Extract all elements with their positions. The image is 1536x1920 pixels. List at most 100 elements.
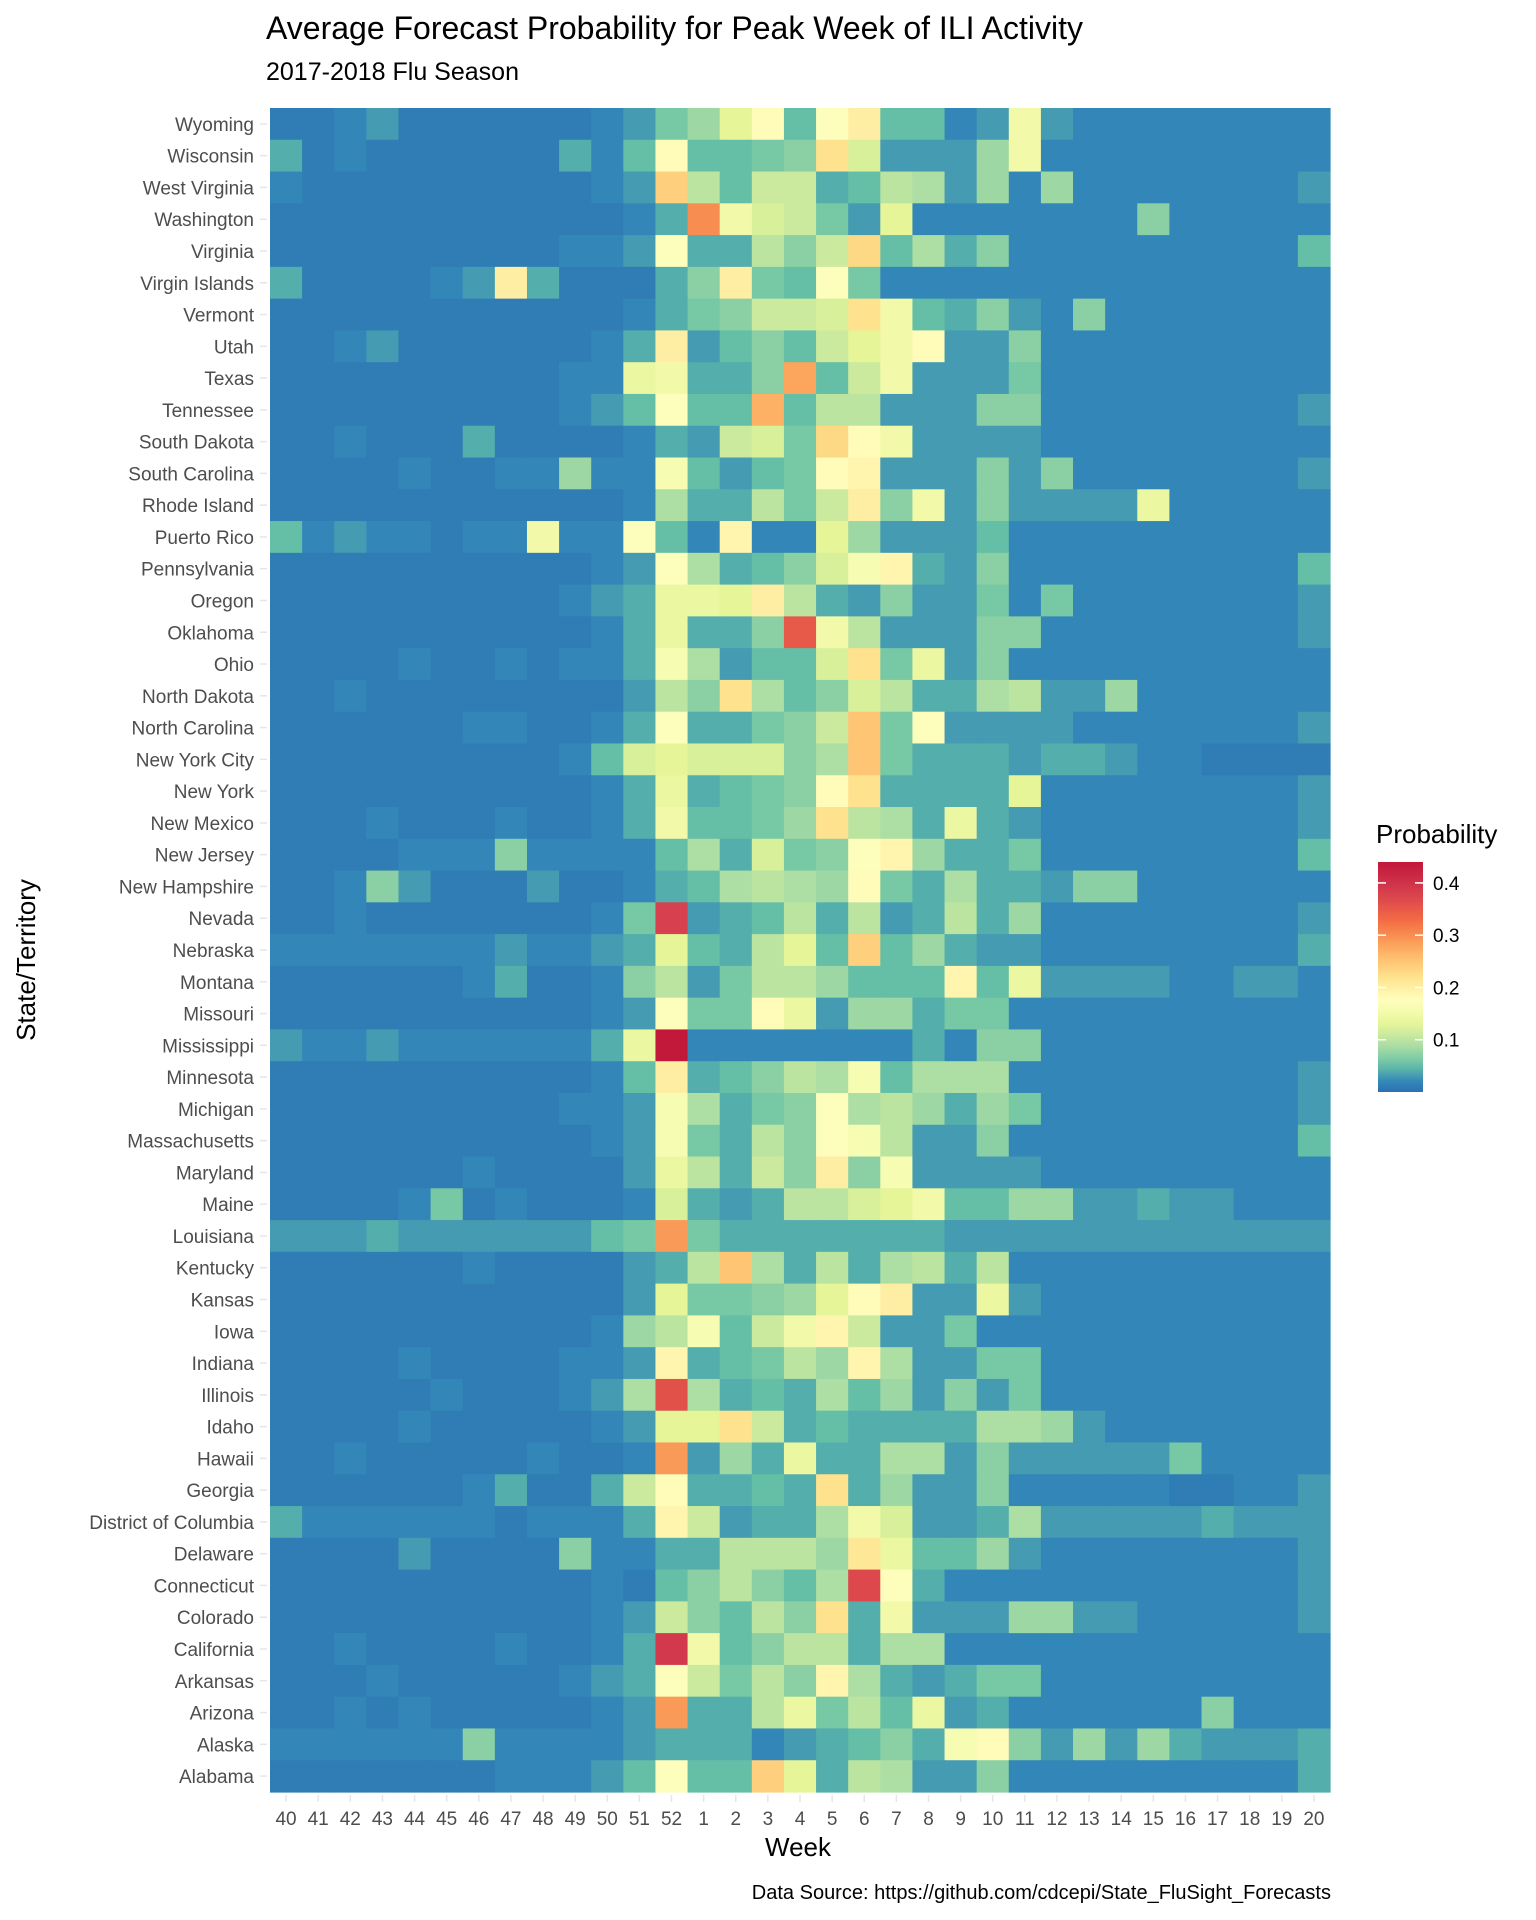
- heatmap-cell: [270, 711, 303, 745]
- heatmap-cell: [1137, 1124, 1170, 1158]
- heatmap-cell: [302, 1728, 335, 1761]
- heatmap-cell: [976, 965, 1010, 999]
- heatmap-cell: [1201, 902, 1235, 935]
- heatmap-cell: [1265, 807, 1299, 840]
- x-axis-title: Week: [765, 1832, 832, 1862]
- heatmap-cell: [1105, 934, 1138, 967]
- heatmap-cell: [302, 711, 335, 745]
- heatmap-cell: [623, 298, 657, 332]
- heatmap-cell: [334, 393, 367, 427]
- heatmap-cell: [430, 965, 464, 999]
- heatmap-cell: [334, 489, 367, 522]
- heatmap-cell: [494, 902, 528, 935]
- heatmap-cell: [912, 1474, 946, 1507]
- heatmap-cell: [623, 1696, 657, 1730]
- heatmap-cell: [1297, 1728, 1331, 1761]
- heatmap-cell: [816, 1029, 849, 1062]
- heatmap-cell: [1233, 425, 1267, 459]
- heatmap-cell: [591, 521, 624, 554]
- heatmap-cell: [623, 711, 657, 745]
- heatmap-cell: [366, 1124, 400, 1158]
- heatmap-cell: [848, 552, 881, 586]
- heatmap-cell: [687, 235, 721, 268]
- heatmap-cell: [526, 1760, 560, 1793]
- heatmap-cell: [270, 171, 303, 204]
- heatmap-cell: [1265, 1029, 1299, 1062]
- heatmap-cell: [1040, 775, 1074, 808]
- x-tick-label: 20: [1303, 1809, 1324, 1830]
- y-tick-label: Utah: [214, 337, 254, 358]
- heatmap-cell: [1137, 775, 1170, 808]
- heatmap-cell: [270, 870, 303, 903]
- heatmap-cell: [880, 1188, 914, 1221]
- heatmap-cell: [1169, 965, 1203, 999]
- heatmap-cell: [526, 711, 560, 745]
- heatmap-cell: [944, 1251, 978, 1285]
- heatmap-cell: [591, 552, 624, 586]
- heatmap-cell: [494, 1092, 528, 1126]
- heatmap-cell: [398, 775, 432, 808]
- heatmap-cell: [366, 584, 400, 617]
- x-tick-label: 14: [1111, 1809, 1133, 1830]
- heatmap-cell: [366, 1156, 400, 1189]
- heatmap-cell: [1105, 266, 1138, 300]
- heatmap-cell: [816, 1347, 849, 1380]
- heatmap-cell: [1297, 108, 1331, 141]
- heatmap-cell: [1265, 1728, 1299, 1761]
- heatmap-cell: [880, 1633, 914, 1666]
- heatmap-cell: [430, 902, 464, 935]
- heatmap-cell: [976, 1029, 1010, 1062]
- heatmap-cell: [366, 1760, 400, 1793]
- heatmap-cell: [783, 584, 817, 617]
- y-tick-label: Maine: [202, 1195, 254, 1216]
- heatmap-cell: [1297, 1601, 1331, 1634]
- heatmap-cell: [912, 679, 946, 713]
- heatmap-cell: [526, 1696, 560, 1730]
- heatmap-cell: [1169, 807, 1203, 840]
- heatmap-cell: [783, 1378, 817, 1412]
- heatmap-cell: [783, 330, 817, 363]
- heatmap-cell: [783, 711, 817, 745]
- heatmap-cell: [1137, 1442, 1170, 1475]
- heatmap-cell: [1040, 203, 1074, 236]
- heatmap-cell: [1201, 1474, 1235, 1507]
- heatmap-cell: [334, 139, 367, 173]
- heatmap-cell: [1233, 1537, 1267, 1571]
- heatmap-cell: [591, 298, 624, 332]
- heatmap-cell: [366, 235, 400, 268]
- heatmap-cell: [1040, 1378, 1074, 1412]
- heatmap-cell: [719, 648, 753, 681]
- heatmap-cell: [430, 743, 464, 776]
- heatmap-cell: [591, 1092, 624, 1126]
- heatmap-cell: [1073, 1569, 1106, 1602]
- heatmap-cell: [462, 203, 496, 236]
- heatmap-cell: [655, 934, 689, 967]
- heatmap-cell: [1073, 298, 1106, 332]
- heatmap-cell: [783, 108, 817, 141]
- heatmap-cell: [751, 1537, 785, 1571]
- heatmap-cell: [1201, 171, 1235, 204]
- heatmap-cell: [944, 1188, 978, 1221]
- heatmap-cell: [976, 330, 1010, 363]
- heatmap-cell: [334, 266, 367, 300]
- heatmap-cell: [719, 1124, 753, 1158]
- heatmap-cell: [398, 489, 432, 522]
- heatmap-cell: [880, 298, 914, 332]
- heatmap-cell: [655, 902, 689, 935]
- heatmap-cell: [783, 1188, 817, 1221]
- heatmap-cell: [848, 1537, 881, 1571]
- heatmap-cell: [1073, 965, 1106, 999]
- heatmap-cell: [334, 362, 367, 395]
- heatmap-cell: [816, 584, 849, 617]
- heatmap-cell: [751, 1188, 785, 1221]
- heatmap-cell: [623, 1029, 657, 1062]
- heatmap-cell: [912, 552, 946, 586]
- heatmap-cell: [462, 1664, 496, 1698]
- heatmap-cell: [783, 1347, 817, 1380]
- heatmap-cell: [494, 934, 528, 967]
- x-tick-label: 9: [955, 1809, 966, 1830]
- heatmap-cell: [912, 775, 946, 808]
- heatmap-cell: [655, 457, 689, 490]
- heatmap-cell: [976, 489, 1010, 522]
- heatmap-cell: [655, 1728, 689, 1761]
